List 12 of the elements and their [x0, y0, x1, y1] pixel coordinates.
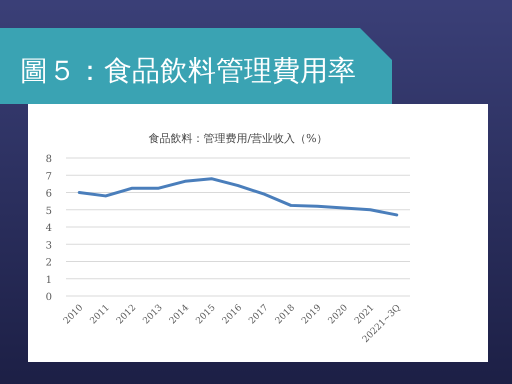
- y-tick-label: 4: [46, 223, 52, 234]
- chart-title: 圖５：食品飲料管理費用率: [20, 54, 356, 87]
- y-tick-label: 1: [46, 274, 52, 286]
- chart-subtitle: 食品飲料：管理费用/营业收入（%）: [148, 132, 328, 145]
- line-series: [78, 177, 398, 216]
- y-tick-label: 5: [46, 206, 52, 217]
- y-tick-label: 7: [46, 171, 52, 182]
- y-tick-label: 8: [46, 154, 52, 165]
- y-tick-label: 2: [46, 258, 52, 268]
- y-tick-label: 3: [46, 240, 52, 252]
- y-tick-label: 6: [46, 188, 52, 200]
- y-tick-label: 0: [46, 292, 52, 303]
